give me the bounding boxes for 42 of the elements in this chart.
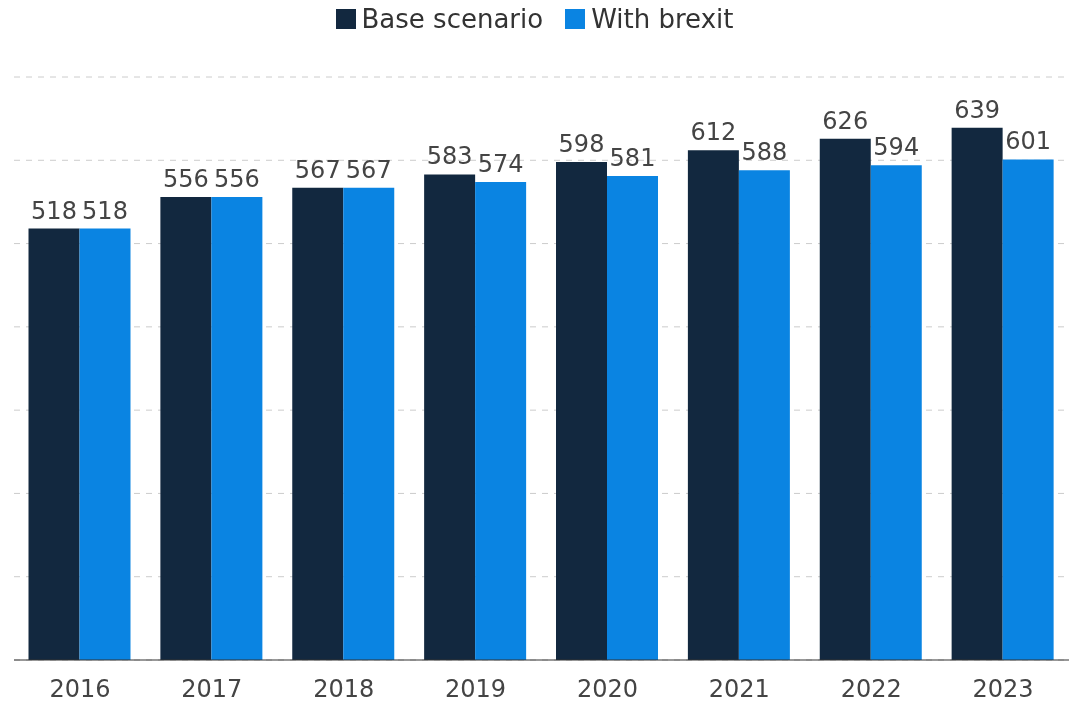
data-label: 556 bbox=[213, 164, 260, 193]
bar bbox=[951, 127, 1003, 660]
data-label: 601 bbox=[1005, 127, 1052, 156]
x-tick-label: 2019 bbox=[445, 675, 507, 704]
bar bbox=[475, 181, 527, 660]
x-tick-label: 2018 bbox=[313, 675, 375, 704]
x-tick-label: 2021 bbox=[708, 675, 770, 704]
data-label: 588 bbox=[741, 138, 788, 167]
bar bbox=[292, 187, 344, 660]
data-label: 626 bbox=[822, 106, 869, 135]
data-label: 518 bbox=[82, 196, 128, 225]
legend-label: With brexit bbox=[591, 4, 734, 34]
bar bbox=[870, 165, 922, 660]
bar bbox=[79, 228, 131, 660]
bar bbox=[556, 161, 608, 660]
bar bbox=[343, 187, 395, 660]
bar bbox=[819, 138, 871, 660]
bar bbox=[1002, 159, 1054, 660]
bar bbox=[687, 150, 739, 660]
x-tick-label: 2020 bbox=[576, 675, 638, 704]
data-label: 594 bbox=[873, 133, 920, 162]
bar bbox=[28, 228, 80, 660]
data-label: 639 bbox=[954, 95, 1001, 124]
bar bbox=[160, 196, 212, 660]
bar bbox=[424, 174, 476, 660]
data-label: 598 bbox=[558, 129, 605, 158]
data-label: 583 bbox=[426, 142, 473, 171]
x-tick-label: 2022 bbox=[840, 675, 902, 704]
data-label: 574 bbox=[477, 149, 524, 178]
bar bbox=[211, 196, 263, 660]
data-label: 612 bbox=[690, 118, 737, 147]
legend-label: Base scenario bbox=[361, 4, 544, 34]
x-tick-label: 2016 bbox=[49, 675, 111, 704]
data-label: 518 bbox=[31, 196, 77, 225]
x-tick-label: 2023 bbox=[972, 675, 1034, 704]
data-label: 567 bbox=[345, 155, 392, 184]
data-label: 556 bbox=[162, 164, 209, 193]
data-label: 581 bbox=[609, 144, 656, 173]
x-tick-label: 2017 bbox=[181, 675, 243, 704]
bar bbox=[738, 170, 790, 660]
data-label: 567 bbox=[294, 155, 341, 184]
bar bbox=[607, 176, 659, 660]
